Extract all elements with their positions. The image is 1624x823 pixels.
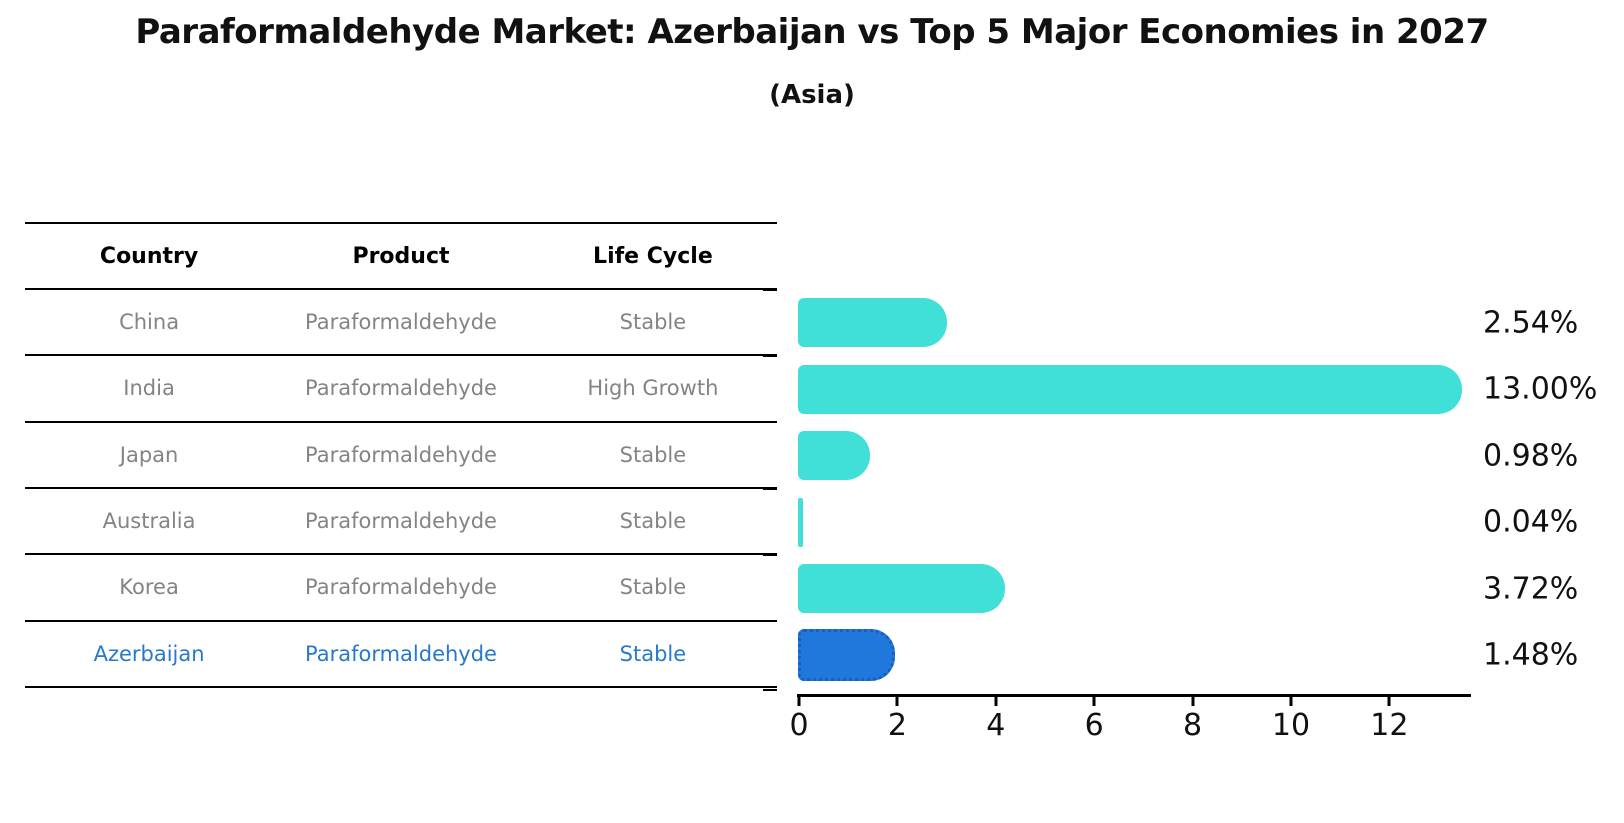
- cell-life-cycle: Stable: [619, 310, 687, 335]
- cell-product: Paraformaldehyde: [304, 376, 497, 401]
- data-table: Country Product Life Cycle China Parafor…: [25, 222, 777, 688]
- chart-title: Paraformaldehyde Market: Azerbaijan vs T…: [135, 12, 1489, 52]
- x-tick-mark: [1387, 697, 1391, 706]
- cell-product: Paraformaldehyde: [304, 575, 497, 600]
- cell-life-cycle: Stable: [619, 509, 687, 534]
- table-row-australia: Australia Paraformaldehyde Stable: [25, 489, 777, 556]
- cell-country: China: [119, 310, 180, 335]
- value-label-china: 2.54%: [1483, 305, 1579, 340]
- x-tick-label: 0: [789, 708, 809, 743]
- cell-product: Paraformaldehyde: [304, 509, 497, 534]
- table-row-china: China Paraformaldehyde Stable: [25, 290, 777, 357]
- x-tick-label: 12: [1370, 708, 1409, 743]
- y-tick-mark: [763, 487, 777, 490]
- y-tick-mark: [763, 553, 777, 556]
- cell-life-cycle: High Growth: [587, 376, 719, 401]
- value-label-japan: 0.98%: [1483, 438, 1579, 473]
- bar-india: [798, 364, 1462, 414]
- x-tick-mark: [1092, 697, 1096, 706]
- y-tick-mark: [763, 420, 777, 424]
- col-header-life-cycle: Life Cycle: [593, 243, 713, 269]
- cell-product: Paraformaldehyde: [304, 442, 497, 467]
- x-axis-line: [797, 694, 1471, 697]
- cell-country: Japan: [119, 442, 179, 467]
- cell-product: Paraformaldehyde: [304, 310, 497, 335]
- bar-japan: [798, 431, 871, 480]
- x-tick-label: 2: [887, 708, 907, 743]
- cell-country: India: [123, 376, 175, 401]
- value-label-korea: 3.72%: [1483, 571, 1579, 606]
- table-header-row: Country Product Life Cycle: [25, 222, 777, 290]
- y-tick-mark: [763, 619, 777, 623]
- table-row-japan: Japan Paraformaldehyde Stable: [25, 423, 777, 489]
- cell-life-cycle: Stable: [619, 641, 687, 666]
- x-tick-label: 6: [1084, 708, 1104, 743]
- x-tick-mark: [1191, 697, 1195, 706]
- cell-country: Azerbaijan: [93, 641, 205, 666]
- x-tick-mark: [895, 697, 899, 706]
- col-header-country: Country: [99, 243, 199, 269]
- cell-country: Australia: [102, 509, 196, 534]
- cell-life-cycle: Stable: [619, 442, 687, 467]
- y-tick-mark: [763, 354, 777, 357]
- bar-azerbaijan: [798, 629, 895, 681]
- table-row-azerbaijan: Azerbaijan Paraformaldehyde Stable: [25, 622, 777, 688]
- bar-australia: [798, 497, 803, 547]
- x-tick-mark: [994, 697, 998, 706]
- y-tick-mark: [763, 288, 777, 291]
- col-header-product: Product: [352, 243, 450, 269]
- value-label-azerbaijan: 1.48%: [1483, 637, 1579, 673]
- y-tick-mark: [763, 688, 777, 691]
- value-label-india: 13.00%: [1483, 371, 1598, 407]
- table-row-korea: Korea Paraformaldehyde Stable: [25, 555, 777, 622]
- table-row-india: India Paraformaldehyde High Growth: [25, 356, 777, 423]
- value-label-australia: 0.04%: [1483, 504, 1579, 540]
- cell-country: Korea: [119, 575, 179, 600]
- x-tick-mark: [1289, 697, 1293, 706]
- x-tick-label: 4: [986, 708, 1006, 743]
- bar-korea: [798, 564, 1006, 613]
- x-tick-label: 10: [1271, 708, 1311, 743]
- bar-china: [798, 298, 947, 347]
- cell-life-cycle: Stable: [619, 575, 687, 600]
- cell-product: Paraformaldehyde: [304, 641, 497, 666]
- x-tick-mark: [797, 697, 801, 706]
- x-tick-label: 8: [1183, 708, 1203, 743]
- chart-subtitle: (Asia): [769, 80, 855, 110]
